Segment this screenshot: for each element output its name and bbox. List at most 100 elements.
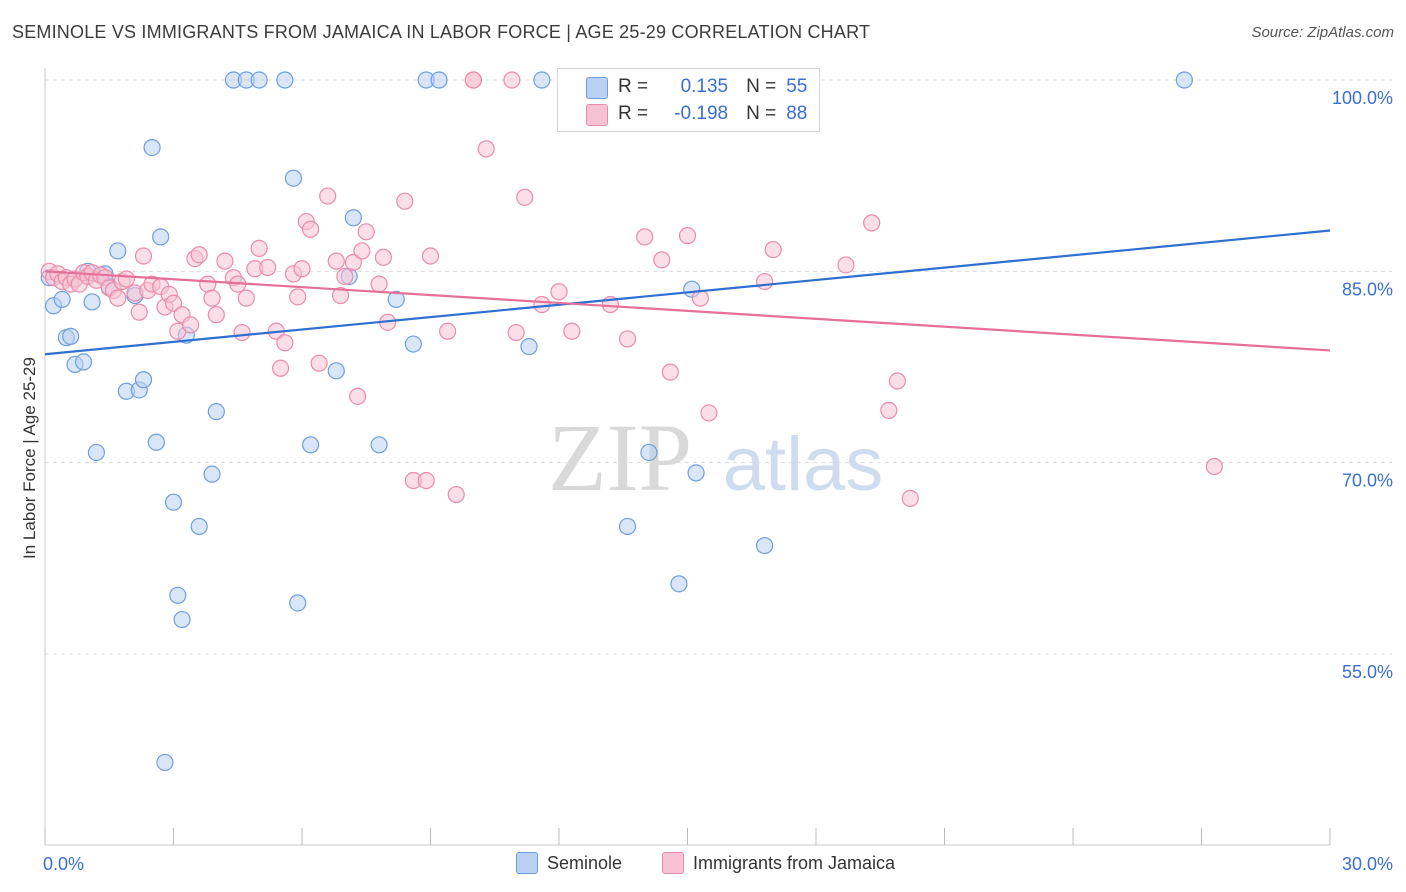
point-seminole <box>173 610 191 629</box>
watermark: ZIP atlas <box>548 404 883 511</box>
point-jamaica <box>653 251 671 269</box>
bottom-legend: Seminole Immigrants from Jamaica <box>0 852 1406 878</box>
source-note: Source: ZipAtlas.com <box>1251 24 1394 41</box>
point-jamaica <box>507 323 525 342</box>
point-jamaica <box>164 294 183 312</box>
point-jamaica <box>374 248 392 266</box>
point-seminole <box>169 586 187 604</box>
legend-label-seminole: Seminole <box>547 852 623 873</box>
point-jamaica <box>550 283 568 301</box>
watermark-atlas: atlas <box>723 422 884 507</box>
point-jamaica <box>327 252 345 270</box>
point-jamaica <box>678 227 697 245</box>
stat-r-label: R = <box>618 76 649 97</box>
point-seminole <box>327 362 345 380</box>
point-jamaica <box>755 272 774 291</box>
point-jamaica <box>336 267 354 286</box>
point-jamaica <box>370 275 388 293</box>
point-jamaica <box>901 489 919 507</box>
point-seminole <box>83 293 101 311</box>
x-tick-label: 0.0% <box>43 854 84 874</box>
gridlines <box>45 79 1392 655</box>
point-seminole <box>404 335 422 353</box>
y-tick-label: 70.0% <box>1342 471 1393 491</box>
point-jamaica <box>880 401 898 419</box>
trend-line-jamaica <box>44 270 1331 352</box>
point-jamaica <box>516 188 534 206</box>
stat-r-value-seminole: 0.135 <box>680 76 729 97</box>
point-seminole <box>74 353 93 371</box>
legend-item-seminole: Seminole <box>516 852 622 874</box>
point-jamaica <box>417 471 435 490</box>
point-jamaica <box>477 140 495 158</box>
point-seminole <box>344 209 362 227</box>
stat-swatch-seminole <box>586 77 608 99</box>
point-jamaica <box>293 260 311 278</box>
watermark-zip: ZIP <box>548 404 692 511</box>
point-seminole <box>190 517 208 536</box>
point-seminole <box>301 436 320 454</box>
point-seminole <box>207 403 225 421</box>
point-seminole <box>430 71 448 89</box>
point-jamaica <box>764 241 782 259</box>
point-jamaica <box>661 363 679 381</box>
point-jamaica <box>618 330 637 348</box>
legend-item-jamaica: Immigrants from Jamaica <box>662 852 895 874</box>
point-seminole <box>109 242 127 260</box>
y-tick-label: 100.0% <box>1332 88 1393 108</box>
stat-r-label: R = <box>618 103 649 124</box>
point-seminole <box>152 228 170 246</box>
stat-r-value-jamaica: -0.198 <box>674 103 729 124</box>
point-jamaica <box>888 372 906 390</box>
stats-legend: R = 0.135 N = 55 R = -0.198 N = 88 <box>557 68 820 132</box>
legend-swatch-jamaica <box>662 852 684 874</box>
point-seminole <box>1175 71 1193 89</box>
point-seminole <box>164 493 183 511</box>
point-jamaica <box>863 214 881 232</box>
point-seminole <box>289 594 307 612</box>
point-jamaica <box>134 247 153 265</box>
point-jamaica <box>233 323 251 342</box>
point-jamaica <box>636 228 654 246</box>
point-seminole <box>670 575 688 593</box>
point-seminole <box>284 169 303 187</box>
chart-title: SEMINOLE VS IMMIGRANTS FROM JAMAICA IN L… <box>12 22 871 42</box>
legend-swatch-seminole <box>516 852 538 874</box>
axes <box>44 68 1331 846</box>
point-seminole <box>533 71 551 89</box>
point-seminole <box>687 464 705 482</box>
stat-n-label: N = <box>746 76 777 97</box>
point-seminole <box>370 436 388 454</box>
point-jamaica <box>439 322 457 340</box>
point-seminole <box>147 433 165 451</box>
point-jamaica <box>353 242 371 260</box>
point-jamaica <box>250 239 268 257</box>
tick-labels: 100.0% 85.0% 70.0% 55.0% 0.0% 30.0% <box>43 88 1393 874</box>
point-seminole <box>143 139 161 157</box>
point-jamaica <box>396 192 414 210</box>
point-jamaica <box>259 258 277 277</box>
y-tick-label: 85.0% <box>1342 279 1393 299</box>
point-jamaica <box>533 295 551 314</box>
point-jamaica <box>216 252 234 270</box>
stat-row-seminole: R = 0.135 N = 55 <box>618 74 807 100</box>
point-jamaica <box>700 404 718 422</box>
point-jamaica <box>207 306 225 324</box>
point-jamaica <box>271 359 290 377</box>
point-seminole <box>250 71 268 89</box>
stat-n-value-jamaica: 88 <box>786 103 808 124</box>
point-jamaica <box>237 289 255 307</box>
point-jamaica <box>319 187 337 205</box>
point-seminole <box>640 443 658 462</box>
point-jamaica <box>203 289 221 307</box>
point-jamaica <box>301 220 320 238</box>
stat-row-jamaica: R = -0.198 N = 88 <box>618 101 807 127</box>
point-jamaica <box>1205 457 1223 476</box>
point-seminole <box>62 327 80 345</box>
point-jamaica <box>349 387 367 405</box>
point-jamaica <box>117 270 135 288</box>
point-jamaica <box>421 247 440 265</box>
stat-n-value-seminole: 55 <box>786 76 808 97</box>
point-seminole <box>387 290 405 308</box>
